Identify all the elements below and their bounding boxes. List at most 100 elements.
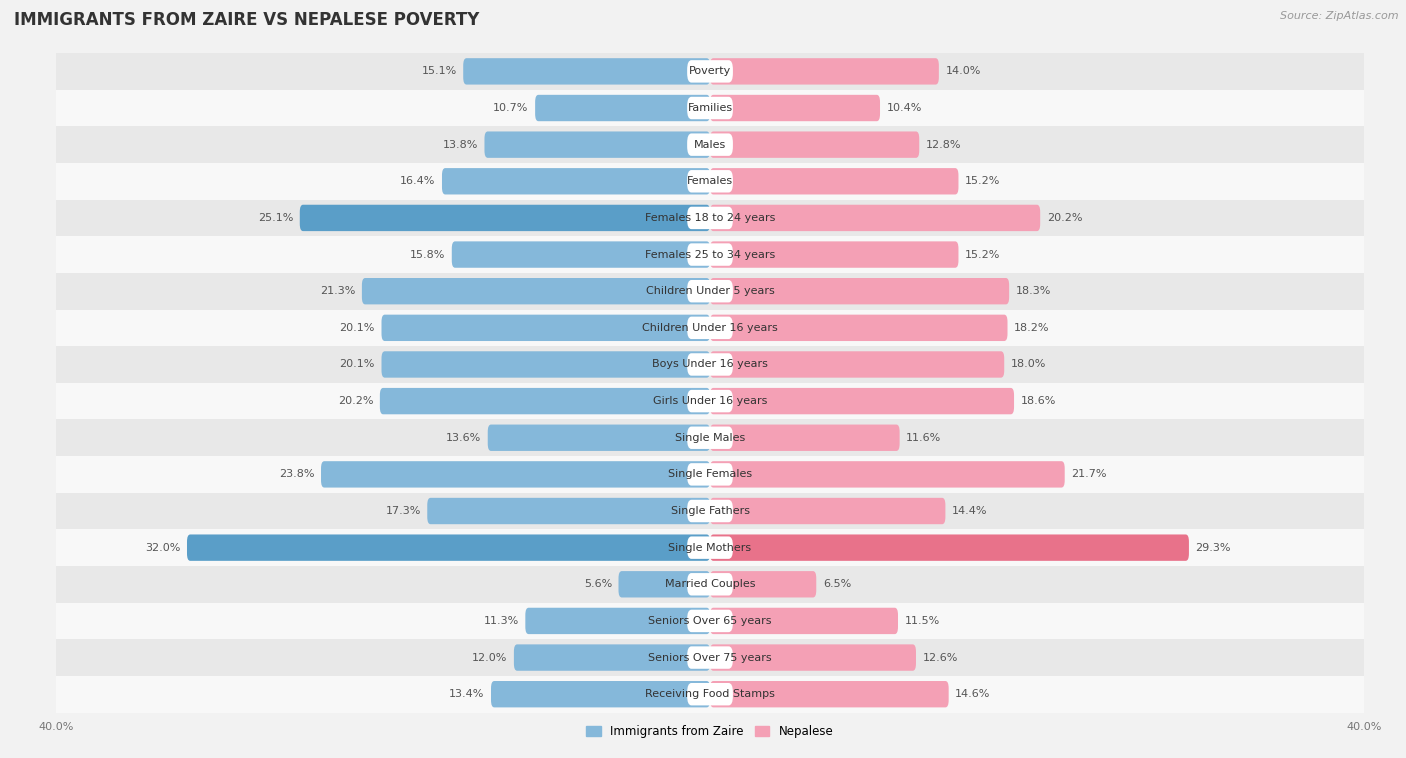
Bar	[56, 383, 1364, 419]
Text: Seniors Over 75 years: Seniors Over 75 years	[648, 653, 772, 662]
FancyBboxPatch shape	[515, 644, 710, 671]
Bar	[56, 163, 1364, 199]
Text: 20.2%: 20.2%	[1046, 213, 1083, 223]
Bar	[56, 419, 1364, 456]
Text: 10.4%: 10.4%	[887, 103, 922, 113]
Text: Single Mothers: Single Mothers	[668, 543, 752, 553]
FancyBboxPatch shape	[710, 388, 1014, 415]
Text: 15.1%: 15.1%	[422, 67, 457, 77]
FancyBboxPatch shape	[526, 608, 710, 634]
FancyBboxPatch shape	[380, 388, 710, 415]
Text: 12.0%: 12.0%	[472, 653, 508, 662]
Bar	[56, 566, 1364, 603]
FancyBboxPatch shape	[321, 461, 710, 487]
FancyBboxPatch shape	[187, 534, 710, 561]
FancyBboxPatch shape	[710, 498, 945, 525]
Text: Married Couples: Married Couples	[665, 579, 755, 589]
FancyBboxPatch shape	[688, 609, 733, 632]
FancyBboxPatch shape	[688, 353, 733, 376]
Text: 20.1%: 20.1%	[340, 323, 375, 333]
FancyBboxPatch shape	[710, 461, 1064, 487]
Text: 13.6%: 13.6%	[446, 433, 481, 443]
FancyBboxPatch shape	[491, 681, 710, 707]
Text: 6.5%: 6.5%	[823, 579, 851, 589]
Text: 18.0%: 18.0%	[1011, 359, 1046, 369]
FancyBboxPatch shape	[688, 647, 733, 669]
FancyBboxPatch shape	[381, 351, 710, 377]
Text: 15.2%: 15.2%	[965, 249, 1001, 259]
Bar	[56, 309, 1364, 346]
Bar	[56, 493, 1364, 529]
Text: Poverty: Poverty	[689, 67, 731, 77]
Text: Source: ZipAtlas.com: Source: ZipAtlas.com	[1281, 11, 1399, 21]
FancyBboxPatch shape	[485, 131, 710, 158]
Bar	[56, 529, 1364, 566]
Text: Children Under 5 years: Children Under 5 years	[645, 287, 775, 296]
FancyBboxPatch shape	[427, 498, 710, 525]
Text: 21.3%: 21.3%	[321, 287, 356, 296]
Text: Families: Families	[688, 103, 733, 113]
FancyBboxPatch shape	[710, 205, 1040, 231]
Text: Males: Males	[695, 139, 725, 149]
FancyBboxPatch shape	[536, 95, 710, 121]
Text: 23.8%: 23.8%	[278, 469, 315, 479]
FancyBboxPatch shape	[710, 424, 900, 451]
Text: 11.5%: 11.5%	[904, 616, 939, 626]
Text: 21.7%: 21.7%	[1071, 469, 1107, 479]
FancyBboxPatch shape	[688, 463, 733, 486]
FancyBboxPatch shape	[710, 241, 959, 268]
Bar	[56, 676, 1364, 713]
Text: 15.2%: 15.2%	[965, 177, 1001, 186]
Text: 18.2%: 18.2%	[1014, 323, 1049, 333]
FancyBboxPatch shape	[688, 317, 733, 339]
FancyBboxPatch shape	[451, 241, 710, 268]
Text: 14.0%: 14.0%	[945, 67, 981, 77]
FancyBboxPatch shape	[710, 315, 1008, 341]
FancyBboxPatch shape	[710, 131, 920, 158]
Bar	[56, 456, 1364, 493]
Bar	[56, 53, 1364, 89]
FancyBboxPatch shape	[688, 683, 733, 706]
FancyBboxPatch shape	[688, 537, 733, 559]
FancyBboxPatch shape	[688, 243, 733, 266]
FancyBboxPatch shape	[441, 168, 710, 195]
FancyBboxPatch shape	[710, 168, 959, 195]
Text: 18.6%: 18.6%	[1021, 396, 1056, 406]
Bar	[56, 236, 1364, 273]
FancyBboxPatch shape	[688, 427, 733, 449]
Text: 5.6%: 5.6%	[583, 579, 612, 589]
FancyBboxPatch shape	[688, 573, 733, 596]
Text: Females 25 to 34 years: Females 25 to 34 years	[645, 249, 775, 259]
FancyBboxPatch shape	[619, 571, 710, 597]
Text: Boys Under 16 years: Boys Under 16 years	[652, 359, 768, 369]
Text: 16.4%: 16.4%	[401, 177, 436, 186]
Bar	[56, 127, 1364, 163]
Text: 32.0%: 32.0%	[145, 543, 180, 553]
Text: 25.1%: 25.1%	[257, 213, 294, 223]
Text: Children Under 16 years: Children Under 16 years	[643, 323, 778, 333]
Text: Girls Under 16 years: Girls Under 16 years	[652, 396, 768, 406]
Bar	[56, 89, 1364, 127]
Text: 13.8%: 13.8%	[443, 139, 478, 149]
FancyBboxPatch shape	[710, 644, 915, 671]
FancyBboxPatch shape	[299, 205, 710, 231]
FancyBboxPatch shape	[710, 608, 898, 634]
Bar	[56, 199, 1364, 236]
FancyBboxPatch shape	[688, 500, 733, 522]
Text: Single Fathers: Single Fathers	[671, 506, 749, 516]
Text: 29.3%: 29.3%	[1195, 543, 1232, 553]
Text: 20.2%: 20.2%	[337, 396, 374, 406]
Bar	[56, 603, 1364, 639]
FancyBboxPatch shape	[688, 390, 733, 412]
FancyBboxPatch shape	[710, 351, 1004, 377]
Text: Single Males: Single Males	[675, 433, 745, 443]
FancyBboxPatch shape	[381, 315, 710, 341]
Text: 14.6%: 14.6%	[955, 689, 991, 699]
FancyBboxPatch shape	[463, 58, 710, 85]
FancyBboxPatch shape	[688, 133, 733, 156]
FancyBboxPatch shape	[710, 95, 880, 121]
FancyBboxPatch shape	[710, 571, 817, 597]
FancyBboxPatch shape	[688, 97, 733, 119]
FancyBboxPatch shape	[361, 278, 710, 305]
Text: IMMIGRANTS FROM ZAIRE VS NEPALESE POVERTY: IMMIGRANTS FROM ZAIRE VS NEPALESE POVERT…	[14, 11, 479, 30]
